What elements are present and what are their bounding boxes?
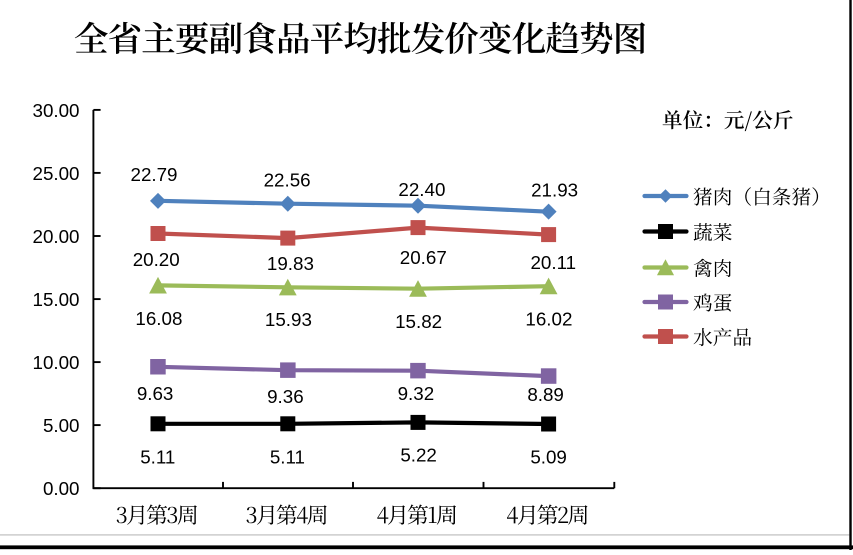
- svg-text:30.00: 30.00: [33, 100, 80, 121]
- svg-text:5.22: 5.22: [400, 445, 437, 466]
- svg-text:22.40: 22.40: [398, 179, 445, 200]
- svg-text:9.32: 9.32: [398, 383, 435, 404]
- svg-text:15.82: 15.82: [395, 311, 442, 332]
- svg-text:16.02: 16.02: [525, 309, 572, 330]
- svg-text:20.67: 20.67: [400, 247, 447, 268]
- svg-text:5.00: 5.00: [43, 415, 80, 436]
- svg-text:15.00: 15.00: [33, 289, 80, 310]
- svg-text:20.20: 20.20: [133, 249, 180, 270]
- svg-text:10.00: 10.00: [33, 352, 80, 373]
- svg-text:25.00: 25.00: [33, 163, 80, 184]
- svg-text:16.08: 16.08: [135, 308, 182, 329]
- svg-text:22.56: 22.56: [264, 170, 311, 191]
- svg-text:9.63: 9.63: [137, 383, 174, 404]
- svg-text:22.79: 22.79: [131, 164, 178, 185]
- svg-text:15.93: 15.93: [265, 309, 312, 330]
- svg-text:20.00: 20.00: [33, 226, 80, 247]
- svg-text:20.11: 20.11: [530, 252, 576, 273]
- svg-text:9.36: 9.36: [267, 386, 304, 407]
- svg-text:21.93: 21.93: [531, 180, 578, 201]
- svg-text:5.09: 5.09: [530, 447, 567, 468]
- svg-text:19.83: 19.83: [267, 253, 314, 274]
- svg-text:5.11: 5.11: [140, 447, 175, 468]
- svg-text:5.11: 5.11: [270, 447, 305, 468]
- svg-text:0.00: 0.00: [43, 478, 80, 499]
- svg-text:8.89: 8.89: [527, 384, 564, 405]
